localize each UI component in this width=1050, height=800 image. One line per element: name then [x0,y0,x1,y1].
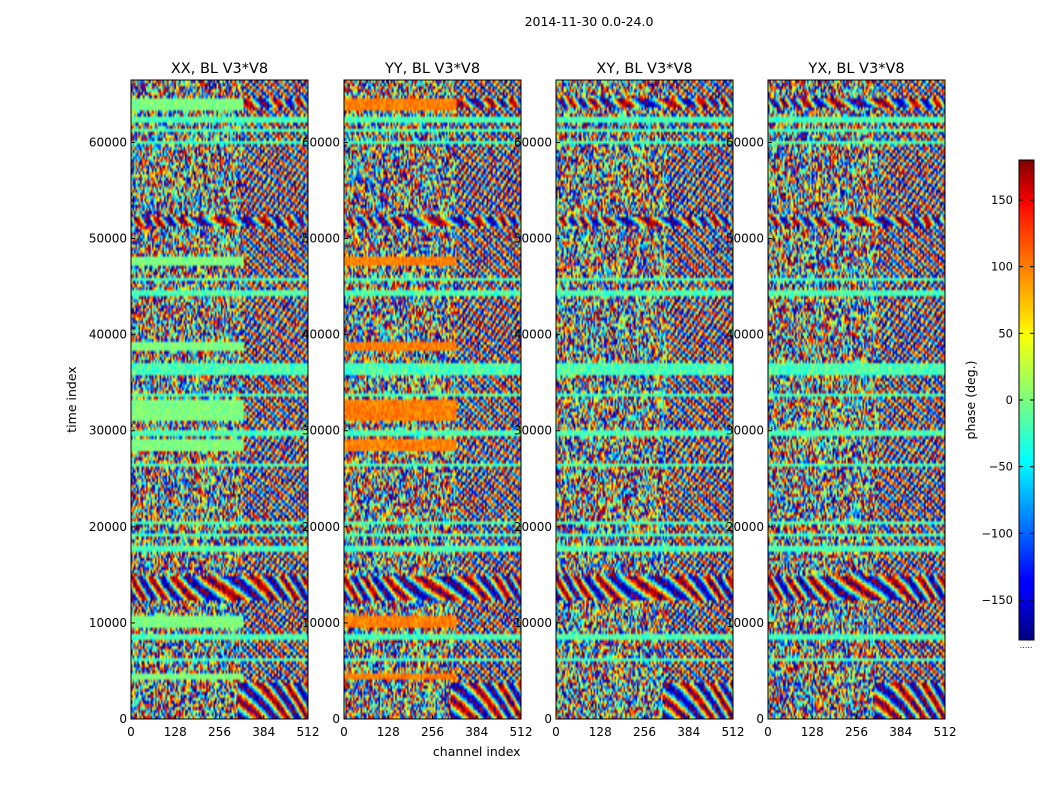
x-axis-label: channel index [433,744,521,759]
heatmap-image [131,80,308,719]
y-tick-label: 40000 [726,328,764,342]
colorbar-tick-label: −50 [989,460,1013,474]
panel-title: XY, BL V3*V8 [596,61,692,77]
y-tick-label: 30000 [89,424,127,438]
x-tick-label: 512 [722,725,745,739]
x-tick-label: 512 [510,725,533,739]
x-tick-label: 0 [552,725,560,739]
panel-2: YY, BL V3*V8 0 128 256 384 512 0 10000 20000 3000… [302,61,533,759]
colorbar: −150 −100 −50 0 50 100 150 phase (deg.) ..... [963,159,1035,650]
panel-3: XY, BL V3*V8 0 128 256 384 512 0 10000 20000 3000… [514,61,745,739]
y-tick-label: 10000 [514,616,552,630]
y-tick-label: 60000 [89,135,127,149]
y-tick-label: 30000 [726,424,764,438]
panels: XX, BL V3*V8 0 128 256 384 512 0 10000 20000 3000… [64,61,956,759]
y-tick-label: 20000 [89,520,127,534]
colorbar-tick-label: 150 [991,193,1013,207]
y-tick-label: 20000 [514,520,552,534]
panel-title: YY, BL V3*V8 [384,61,480,77]
y-tick-label: 40000 [89,328,127,342]
colorbar-tick-label: 50 [998,326,1013,340]
heatmap-image [768,80,945,719]
y-tick-label: 60000 [302,135,340,149]
y-tick-label: 30000 [514,424,552,438]
y-tick-label: 50000 [726,232,764,246]
x-tick-label: 384 [677,725,700,739]
x-tick-label: 256 [208,725,231,739]
y-tick-label: 0 [332,712,340,726]
y-tick-label: 0 [756,712,764,726]
x-tick-label: 0 [127,725,135,739]
panel-title: XX, BL V3*V8 [171,61,268,77]
panel-4: YX, BL V3*V8 0 128 256 384 512 0 10000 20000 3000… [726,61,957,739]
y-tick-label: 50000 [302,232,340,246]
y-tick-label: 0 [119,712,127,726]
y-tick-label: 20000 [726,520,764,534]
x-tick-label: 256 [845,725,868,739]
figure-suptitle: 2014-11-30 0.0-24.0 [525,14,654,29]
x-tick-label: 384 [252,725,275,739]
y-tick-label: 50000 [514,232,552,246]
x-tick-label: 256 [633,725,656,739]
colorbar-tick-label: 100 [991,260,1013,274]
colorbar-tick-label: 0 [1006,393,1013,407]
y-tick-label: 0 [544,712,552,726]
y-tick-label: 20000 [302,520,340,534]
y-axis-label: time index [64,366,79,432]
x-tick-label: 512 [934,725,957,739]
y-tick-label: 10000 [726,616,764,630]
x-tick-label: 128 [589,725,612,739]
panel-1: XX, BL V3*V8 0 128 256 384 512 0 10000 20000 3000… [64,61,319,739]
y-tick-label: 10000 [302,616,340,630]
x-tick-label: 0 [340,725,348,739]
x-tick-label: 0 [764,725,772,739]
x-tick-label: 256 [421,725,444,739]
colorbar-ticks: −150 −100 −50 0 50 100 150 [981,193,1034,607]
colorbar-tick-label: −150 [981,593,1013,607]
x-tick-label: 128 [164,725,187,739]
panel-title: YX, BL V3*V8 [807,61,904,77]
x-tick-label: 128 [377,725,400,739]
x-tick-label: 128 [801,725,824,739]
colorbar-footer-note: ..... [1020,641,1033,650]
colorbar-tick-label: −100 [981,526,1013,540]
y-tick-label: 40000 [302,328,340,342]
y-tick-label: 60000 [726,135,764,149]
heatmap-image [344,80,521,719]
colorbar-label: phase (deg.) [963,361,978,440]
y-tick-label: 40000 [514,328,552,342]
y-tick-label: 50000 [89,232,127,246]
x-tick-label: 384 [889,725,912,739]
heatmap-image [556,80,733,719]
y-tick-label: 30000 [302,424,340,438]
x-tick-label: 384 [465,725,488,739]
y-tick-label: 10000 [89,616,127,630]
x-tick-label: 512 [297,725,320,739]
y-tick-label: 60000 [514,135,552,149]
